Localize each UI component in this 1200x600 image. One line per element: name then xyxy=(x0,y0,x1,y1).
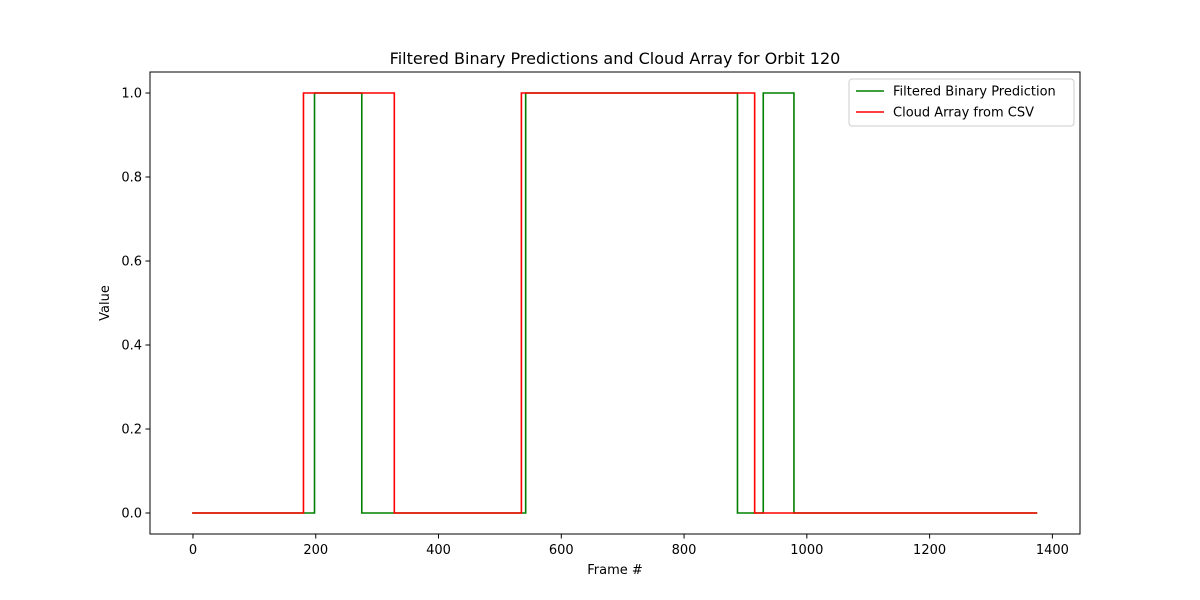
x-tick-label: 0 xyxy=(189,543,197,558)
x-tick-label: 1400 xyxy=(1036,543,1069,558)
y-tick-label: 1.0 xyxy=(121,87,142,102)
y-axis-label: Value xyxy=(98,285,113,321)
plot-frame xyxy=(149,71,1081,535)
x-tick-label: 600 xyxy=(549,543,574,558)
legend: Filtered Binary Prediction Cloud Array fr… xyxy=(848,78,1075,127)
x-tick-label: 800 xyxy=(672,543,697,558)
legend-box xyxy=(848,78,1075,127)
x-tick-label: 200 xyxy=(303,543,328,558)
x-tick-label: 400 xyxy=(426,543,451,558)
series-line-1 xyxy=(192,92,1038,514)
chart-title: Filtered Binary Predictions and Cloud Ar… xyxy=(390,49,841,68)
x-tick-label: 1200 xyxy=(913,543,946,558)
y-tick-label: 0.8 xyxy=(121,171,142,186)
series-line-2 xyxy=(192,92,1038,514)
legend-label-2: Cloud Array from CSV xyxy=(893,106,1034,121)
plot-area: 0 200 400 600 800 1000 1200 1400 0.0 0.2 0.4 0.6 0.8… xyxy=(121,71,1081,558)
y-tick-label: 0.2 xyxy=(121,423,142,438)
y-tick-label: 0.0 xyxy=(121,507,142,522)
legend-label-1: Filtered Binary Prediction xyxy=(893,85,1056,100)
x-axis-label: Frame # xyxy=(587,563,643,578)
y-tick-label: 0.6 xyxy=(121,255,142,270)
y-tick-label: 0.4 xyxy=(121,339,142,354)
x-tick-label: 1000 xyxy=(790,543,823,558)
